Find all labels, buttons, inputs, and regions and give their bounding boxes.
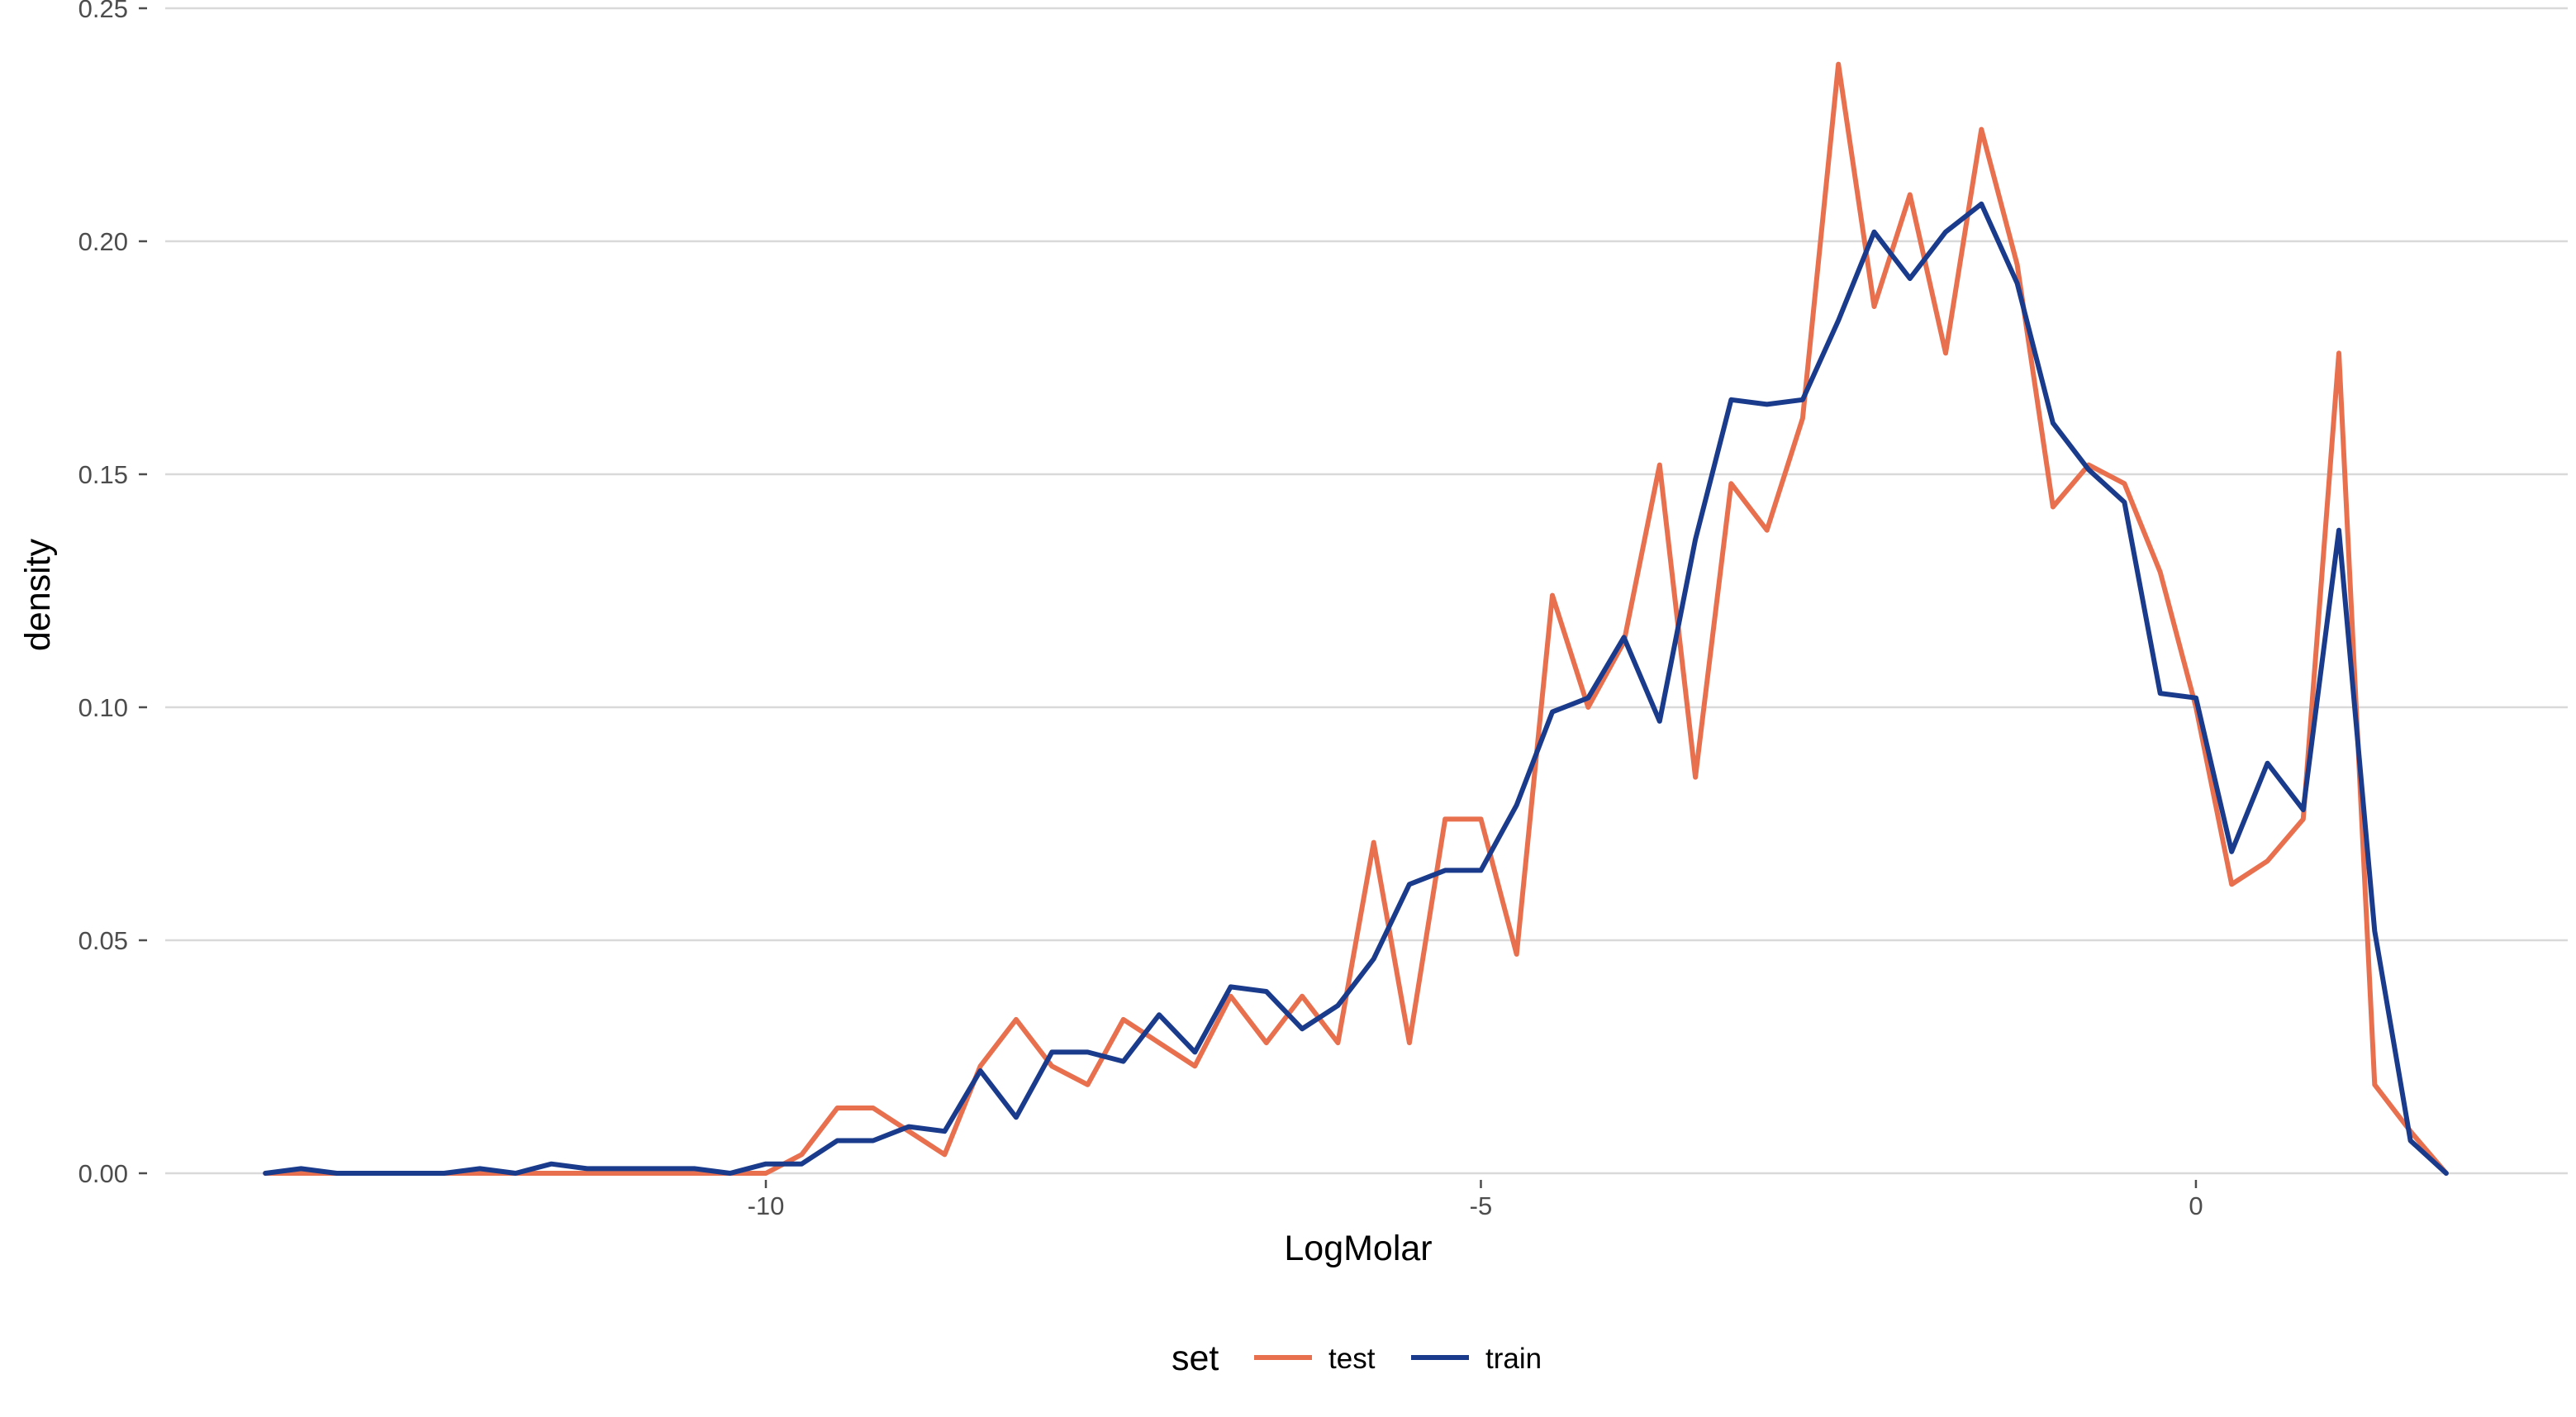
legend-label-train: train bbox=[1485, 1343, 1542, 1375]
y-tick-label-0: 0.00 bbox=[78, 1159, 128, 1188]
legend-title: set bbox=[1172, 1339, 1219, 1378]
series-line-train bbox=[263, 201, 2449, 1176]
series-lines bbox=[263, 61, 2449, 1176]
x-tick-label-0: -10 bbox=[748, 1191, 785, 1220]
x-axis-ticks: -10 -5 0 bbox=[748, 1180, 2203, 1220]
y-tick-label-1: 0.05 bbox=[78, 926, 128, 955]
x-tick-label-2: 0 bbox=[2189, 1191, 2203, 1220]
x-axis-label: LogMolar bbox=[1284, 1229, 1432, 1268]
y-axis-ticks: 0.00 0.05 0.10 0.15 0.20 0.25 bbox=[78, 0, 147, 1188]
legend: set test train bbox=[1172, 1339, 1542, 1378]
y-tick-label-5: 0.25 bbox=[78, 0, 128, 23]
gridlines bbox=[165, 7, 2568, 1175]
series-line-test bbox=[263, 61, 2449, 1176]
y-tick-label-3: 0.15 bbox=[78, 460, 128, 489]
y-tick-label-2: 0.10 bbox=[78, 693, 128, 722]
x-tick-label-1: -5 bbox=[1470, 1191, 1493, 1220]
y-axis-label: density bbox=[18, 538, 58, 651]
legend-label-test: test bbox=[1328, 1343, 1376, 1375]
y-tick-label-4: 0.20 bbox=[78, 227, 128, 256]
